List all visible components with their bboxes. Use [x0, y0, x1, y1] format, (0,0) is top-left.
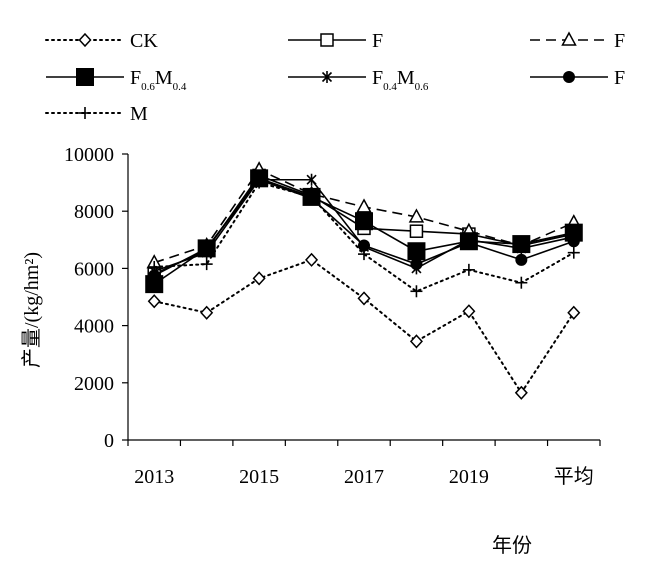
data-point — [462, 263, 475, 276]
data-point — [356, 198, 372, 213]
y-tick-label: 10000 — [64, 144, 114, 166]
legend-entry-1: F — [288, 30, 383, 52]
data-point — [147, 294, 161, 309]
plot-area — [145, 161, 583, 400]
data-point — [462, 236, 475, 249]
data-point — [515, 276, 528, 289]
data-point — [306, 173, 317, 186]
x-tick-label: 2013 — [134, 466, 174, 488]
legend-label: F0.4M0.6 — [372, 67, 429, 93]
data-point — [145, 275, 164, 294]
data-point — [148, 269, 161, 282]
data-point — [567, 305, 581, 320]
legend-label: F — [614, 67, 625, 89]
x-tick-label: 2019 — [449, 466, 489, 488]
y-tick-label: 6000 — [74, 258, 114, 280]
legend-label: M — [130, 103, 148, 125]
data-point — [200, 242, 213, 255]
series-0 — [147, 252, 581, 400]
legend-entry-2: F — [530, 30, 625, 52]
data-point — [252, 271, 266, 286]
data-point — [410, 285, 423, 298]
data-point — [305, 252, 319, 267]
data-point — [408, 208, 425, 223]
x-tick-label: 2017 — [344, 466, 384, 488]
legend-entry-6: M — [45, 103, 148, 125]
legend-marker — [321, 71, 333, 83]
legend-marker — [320, 33, 334, 47]
legend-label: F — [614, 30, 625, 52]
legend-label: F — [372, 30, 383, 52]
series-line — [153, 258, 575, 395]
y-tick-label: 8000 — [74, 201, 114, 223]
data-point — [355, 212, 373, 231]
legend-entry-4: F0.4M0.6 — [288, 67, 429, 93]
data-point — [516, 242, 527, 255]
legend-marker — [79, 107, 91, 119]
data-point — [409, 334, 423, 349]
data-point — [567, 246, 580, 259]
data-point — [514, 385, 528, 400]
data-point — [407, 242, 426, 261]
y-tick-label: 0 — [104, 430, 114, 452]
legend-entry-3: F0.6M0.4 — [46, 67, 187, 93]
legend: CK F FF0.6M0.4 F0.4M0.6 FM — [45, 30, 625, 125]
data-point — [515, 253, 528, 266]
axes: 0 2000 4000 6000 8000 10000 2013 2015 2017 2019 平均 — [64, 144, 601, 488]
data-point — [200, 305, 214, 320]
y-tick-label: 4000 — [74, 316, 114, 338]
series-6 — [148, 176, 580, 298]
data-point — [358, 248, 370, 261]
data-point — [253, 176, 266, 189]
y-axis-label: 产量/(kg/hm²) — [20, 252, 43, 368]
data-point — [410, 258, 423, 271]
data-point — [305, 190, 318, 203]
data-point — [567, 235, 580, 248]
data-point — [358, 239, 370, 252]
x-axis-label: 年份 — [492, 534, 532, 557]
legend-entry-0: CK — [45, 30, 158, 52]
data-point — [462, 304, 476, 319]
legend-entry-5: F — [530, 67, 625, 89]
data-point — [200, 258, 213, 271]
data-point — [409, 224, 424, 238]
x-tick-label: 平均 — [554, 465, 594, 488]
data-point — [148, 260, 161, 273]
legend-marker — [561, 31, 577, 46]
y-tick-label: 2000 — [74, 373, 114, 395]
legend-marker — [76, 68, 94, 86]
legend-label: CK — [130, 30, 158, 52]
x-tick-label: 2015 — [239, 466, 279, 488]
legend-marker — [563, 71, 575, 83]
data-point — [357, 291, 371, 306]
legend-label: F0.6M0.4 — [130, 67, 187, 93]
legend-marker — [78, 32, 92, 48]
